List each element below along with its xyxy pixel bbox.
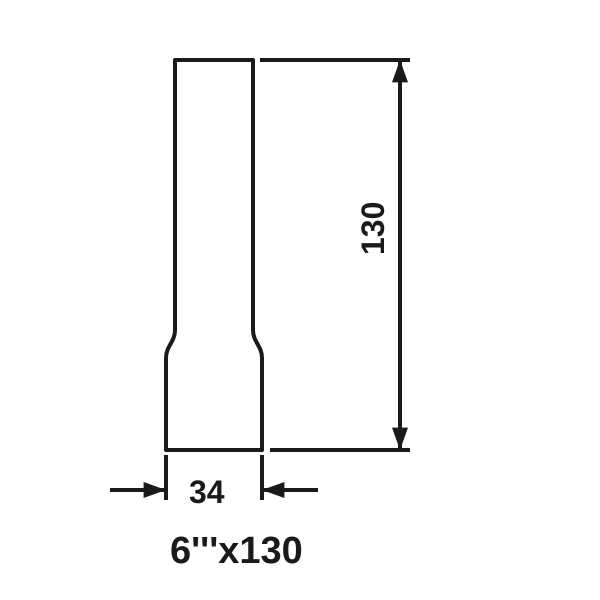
caption-label: 6'''x130 bbox=[170, 530, 303, 573]
height-dimension-label: 130 bbox=[355, 202, 392, 255]
technical-drawing bbox=[0, 0, 600, 600]
width-dimension-label: 34 bbox=[189, 474, 225, 511]
